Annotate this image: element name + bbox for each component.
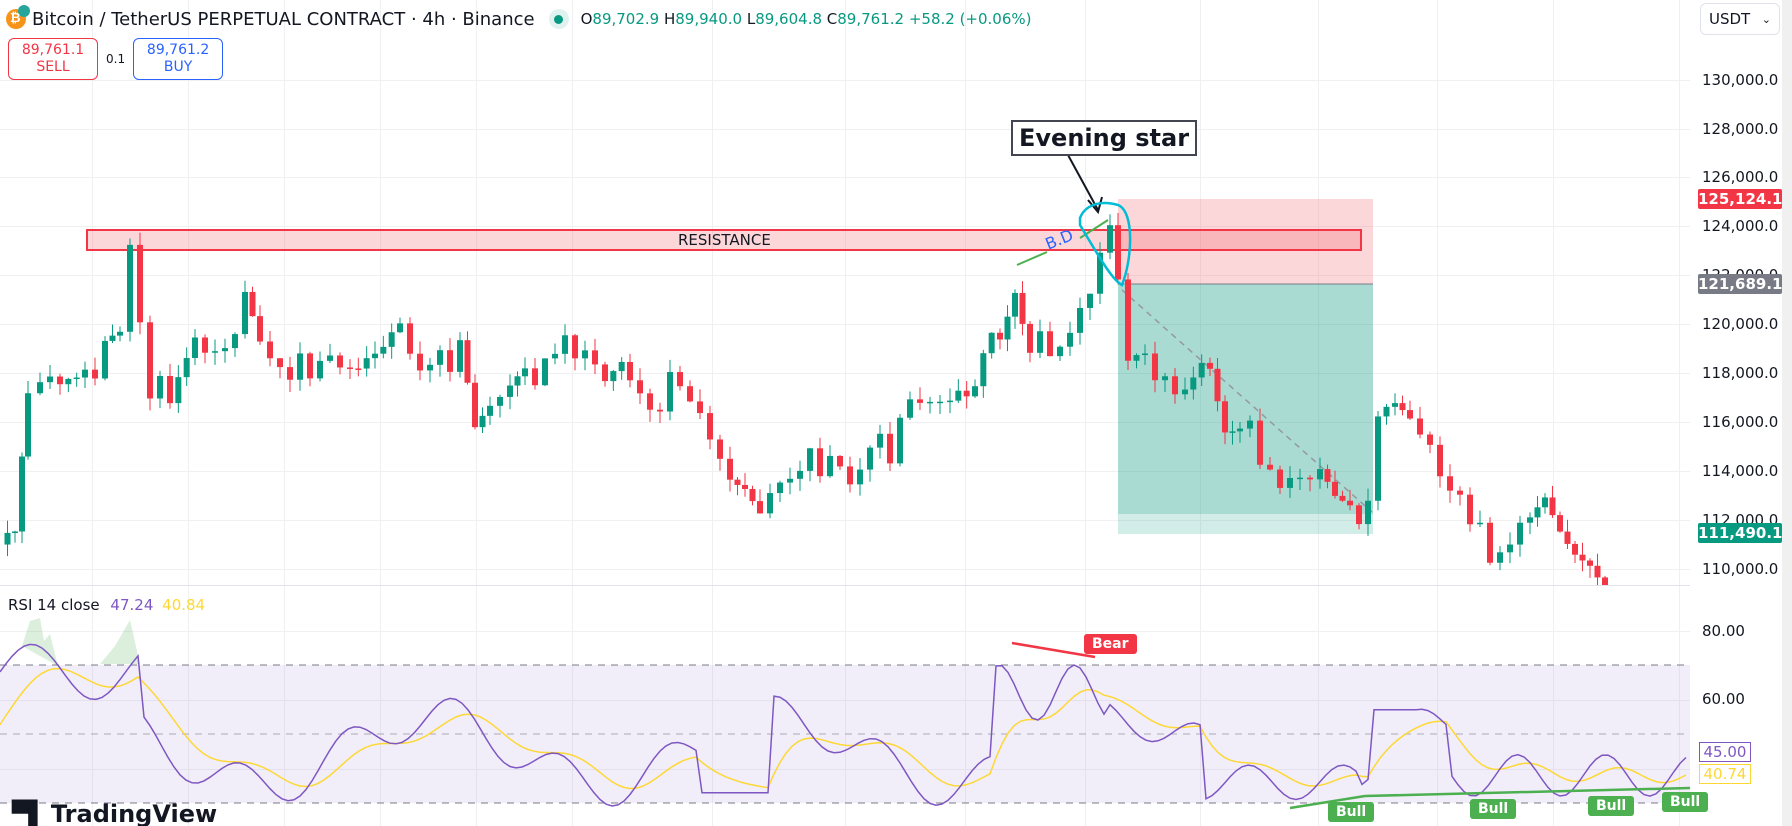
- grid-line: [92, 0, 93, 826]
- bitcoin-icon: [6, 5, 30, 29]
- grid-line: [1679, 0, 1680, 826]
- grid-line: [0, 226, 1690, 227]
- grid-line: [712, 0, 713, 826]
- grid-line: [1553, 0, 1554, 826]
- grid-line: [0, 471, 1690, 472]
- rsi-axis-tick: 60.00: [1702, 690, 1745, 708]
- rsi-chart-canvas[interactable]: [0, 586, 1690, 826]
- rsi-ma-value-tag: 40.74: [1699, 764, 1751, 784]
- grid-line: [965, 0, 966, 826]
- tradingview-logo[interactable]: ▀▌ TradingView: [12, 800, 217, 826]
- price-axis-tick: 118,000.0: [1702, 364, 1779, 382]
- price-axis-tick: 120,000.0: [1702, 315, 1779, 333]
- grid-line: [188, 0, 189, 826]
- grid-line: [0, 520, 1690, 521]
- symbol-title[interactable]: Bitcoin / TetherUS PERPETUAL CONTRACT · …: [32, 8, 535, 30]
- bull-divergence-badge: Bull: [1470, 799, 1517, 819]
- right-edge-panel: [1782, 0, 1792, 826]
- bull-divergence-badge: Bull: [1662, 792, 1709, 812]
- sell-label: SELL: [36, 59, 70, 75]
- grid-line: [0, 569, 1690, 570]
- rsi-legend[interactable]: RSI 14 close 47.24 40.84: [8, 596, 205, 614]
- grid-line: [572, 0, 573, 826]
- ohlc-values: O89,702.9 H89,940.0 L89,604.8 C89,761.2 …: [580, 10, 1032, 28]
- buy-button[interactable]: 89,761.2 BUY: [133, 38, 224, 80]
- currency-selector[interactable]: USDT ⌄: [1700, 3, 1780, 35]
- grid-line: [284, 0, 285, 826]
- grid-line: [1318, 0, 1319, 826]
- price-axis-tick: 124,000.0: [1702, 217, 1779, 235]
- grid-line: [0, 324, 1690, 325]
- grid-line: [380, 0, 381, 826]
- rsi-ma-value: 40.84: [162, 596, 206, 614]
- grid-line: [1085, 0, 1086, 826]
- stop-price-tag: 125,124.1: [1698, 189, 1783, 209]
- grid-line: [0, 177, 1690, 178]
- bull-divergence-badge: Bull: [1328, 802, 1375, 822]
- price-axis-tick: 126,000.0: [1702, 168, 1779, 186]
- symbol-header: Bitcoin / TetherUS PERPETUAL CONTRACT · …: [6, 5, 1032, 32]
- price-axis-tick: 128,000.0: [1702, 120, 1779, 138]
- bull-divergence-badge: Bull: [1588, 796, 1635, 816]
- bear-divergence-badge: Bear: [1084, 634, 1137, 654]
- chevron-down-icon: ⌄: [1761, 12, 1771, 26]
- sell-price: 89,761.1: [21, 42, 85, 58]
- rsi-axis-tick: 80.00: [1702, 622, 1745, 640]
- buy-label: BUY: [163, 59, 193, 75]
- grid-line: [1437, 0, 1438, 826]
- entry-price-tag: 121,689.1: [1698, 274, 1783, 294]
- spread-value: 0.1: [106, 52, 126, 66]
- price-axis-tick: 116,000.0: [1702, 413, 1779, 431]
- price-axis-tick: 130,000.0: [1702, 71, 1779, 89]
- buy-price: 89,761.2: [146, 42, 210, 58]
- grid-line: [0, 373, 1690, 374]
- resistance-label[interactable]: RESISTANCE: [678, 231, 771, 249]
- grid-line: [0, 275, 1690, 276]
- grid-line: [845, 0, 846, 826]
- resistance-zone: [86, 229, 1362, 251]
- grid-line: [1200, 0, 1201, 826]
- grid-line: [0, 422, 1690, 423]
- evening-star-callout[interactable]: Evening star: [1011, 120, 1198, 156]
- position-stop-zone: [1118, 199, 1373, 284]
- pane-separator[interactable]: [0, 585, 1690, 586]
- market-status-icon: [548, 9, 569, 29]
- price-axis-tick: 114,000.0: [1702, 462, 1779, 480]
- grid-line: [0, 80, 1690, 81]
- price-axis-tick: 110,000.0: [1702, 560, 1779, 578]
- grid-line: [0, 631, 1690, 632]
- logo-text: TradingView: [50, 800, 218, 826]
- grid-line: [0, 700, 1690, 701]
- currency-value: USDT: [1709, 10, 1751, 28]
- target-price-tag: 111,490.1: [1698, 523, 1783, 543]
- rsi-value-tag: 45.00: [1699, 742, 1751, 762]
- sell-button[interactable]: 89,761.1 SELL: [8, 38, 98, 80]
- rsi-indicator-name: RSI 14 close: [8, 596, 100, 614]
- grid-line: [0, 129, 1690, 130]
- price-chart-canvas[interactable]: [0, 0, 1690, 585]
- grid-line: [0, 769, 1690, 770]
- rsi-value: 47.24: [110, 596, 154, 614]
- tradingview-logo-icon: ▀▌: [12, 800, 47, 826]
- quick-trade-panel: 89,761.1 SELL 0.1 89,761.2 BUY: [8, 38, 224, 80]
